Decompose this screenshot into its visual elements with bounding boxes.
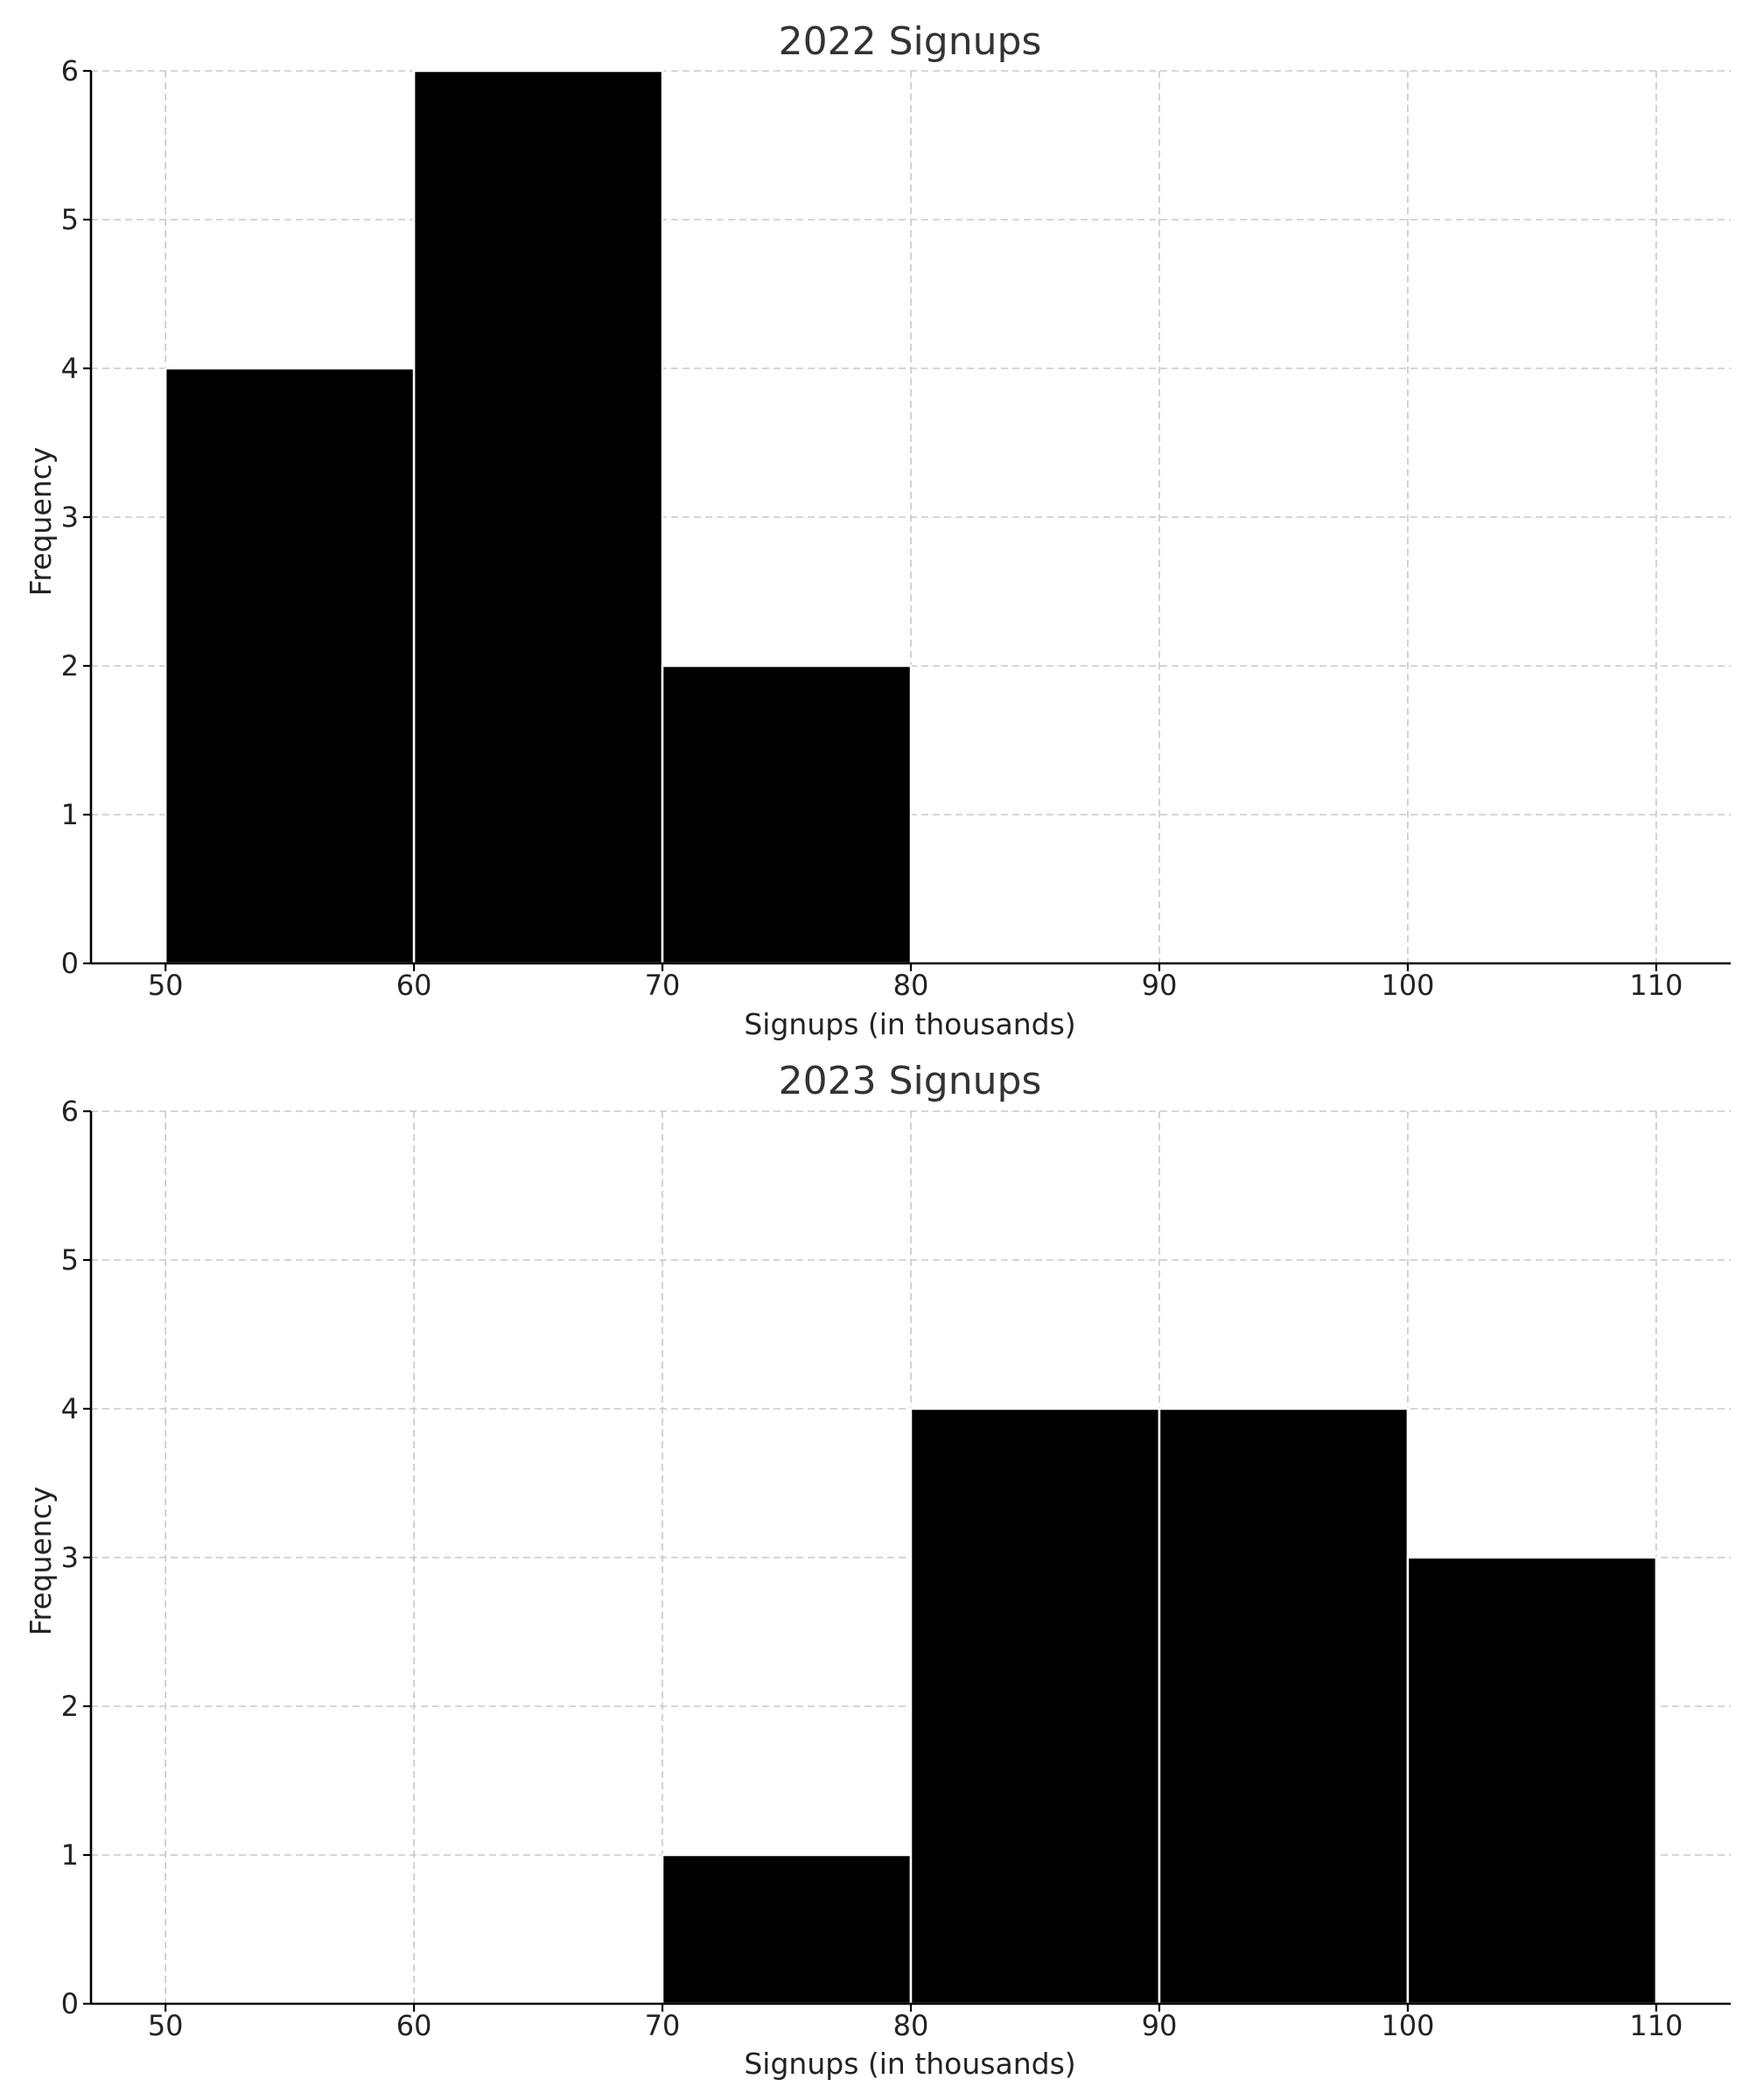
- y-tick-label: 4: [61, 1392, 79, 1425]
- y-tick-label: 3: [61, 500, 79, 534]
- histogram-2022: 2022 Signups 50 60 70 80 90 100 110 0 1 2 3 4 5 6 Si…: [24, 19, 1731, 1041]
- y-tick-label: 0: [61, 947, 79, 980]
- y-tick-label: 1: [61, 1838, 79, 1872]
- histogram-bar: [909, 1407, 1161, 2006]
- bars: [164, 69, 913, 965]
- x-tick-label: 90: [1142, 2009, 1178, 2042]
- x-tick-label: 50: [148, 969, 184, 1002]
- x-axis-label: Signups (in thousands): [744, 2047, 1075, 2081]
- x-tick-label: 70: [645, 969, 681, 1002]
- y-tick-label: 3: [61, 1541, 79, 1574]
- y-ticks: 0 1 2 3 4 5 6: [61, 1095, 91, 2020]
- y-tick-label: 5: [61, 203, 79, 236]
- x-ticks: 50 60 70 80 90 100 110: [148, 2004, 1683, 2042]
- y-tick-label: 0: [61, 1987, 79, 2020]
- x-tick-label: 110: [1629, 2009, 1683, 2042]
- y-tick-label: 4: [61, 352, 79, 385]
- x-ticks: 50 60 70 80 90 100 110: [148, 963, 1683, 1002]
- chart-title: 2023 Signups: [779, 1059, 1042, 1103]
- histogram-bar: [1158, 1407, 1410, 2006]
- histogram-bar: [661, 664, 913, 965]
- x-axis-label: Signups (in thousands): [744, 1007, 1075, 1041]
- y-tick-label: 6: [61, 54, 79, 88]
- histogram-bar: [661, 1853, 913, 2006]
- histogram-2023: 2023 Signups 50 60 70 80 90 100 110 0 1 2 3 4 5 6 Si…: [24, 1059, 1731, 2081]
- x-tick-label: 80: [893, 2009, 929, 2042]
- histogram-bar: [412, 69, 664, 965]
- histogram-bar: [164, 367, 416, 965]
- y-tick-label: 6: [61, 1095, 79, 1128]
- y-ticks: 0 1 2 3 4 5 6: [61, 54, 91, 980]
- x-tick-label: 80: [893, 969, 929, 1002]
- x-tick-label: 100: [1381, 2009, 1434, 2042]
- bars: [661, 1407, 1658, 2006]
- x-tick-label: 110: [1629, 969, 1683, 1002]
- y-tick-label: 1: [61, 798, 79, 831]
- chart-title: 2022 Signups: [779, 19, 1042, 64]
- x-tick-label: 90: [1142, 969, 1178, 1002]
- histogram-bar: [1406, 1556, 1658, 2006]
- x-tick-label: 50: [148, 2009, 184, 2042]
- x-tick-label: 70: [645, 2009, 681, 2042]
- y-tick-label: 5: [61, 1243, 79, 1277]
- x-tick-label: 60: [396, 969, 432, 1002]
- x-tick-label: 60: [396, 2009, 432, 2042]
- y-tick-label: 2: [61, 1690, 79, 1723]
- x-tick-label: 100: [1381, 969, 1434, 1002]
- y-axis-label: Frequency: [24, 1487, 58, 1635]
- y-axis-label: Frequency: [24, 447, 58, 596]
- y-tick-label: 2: [61, 649, 79, 682]
